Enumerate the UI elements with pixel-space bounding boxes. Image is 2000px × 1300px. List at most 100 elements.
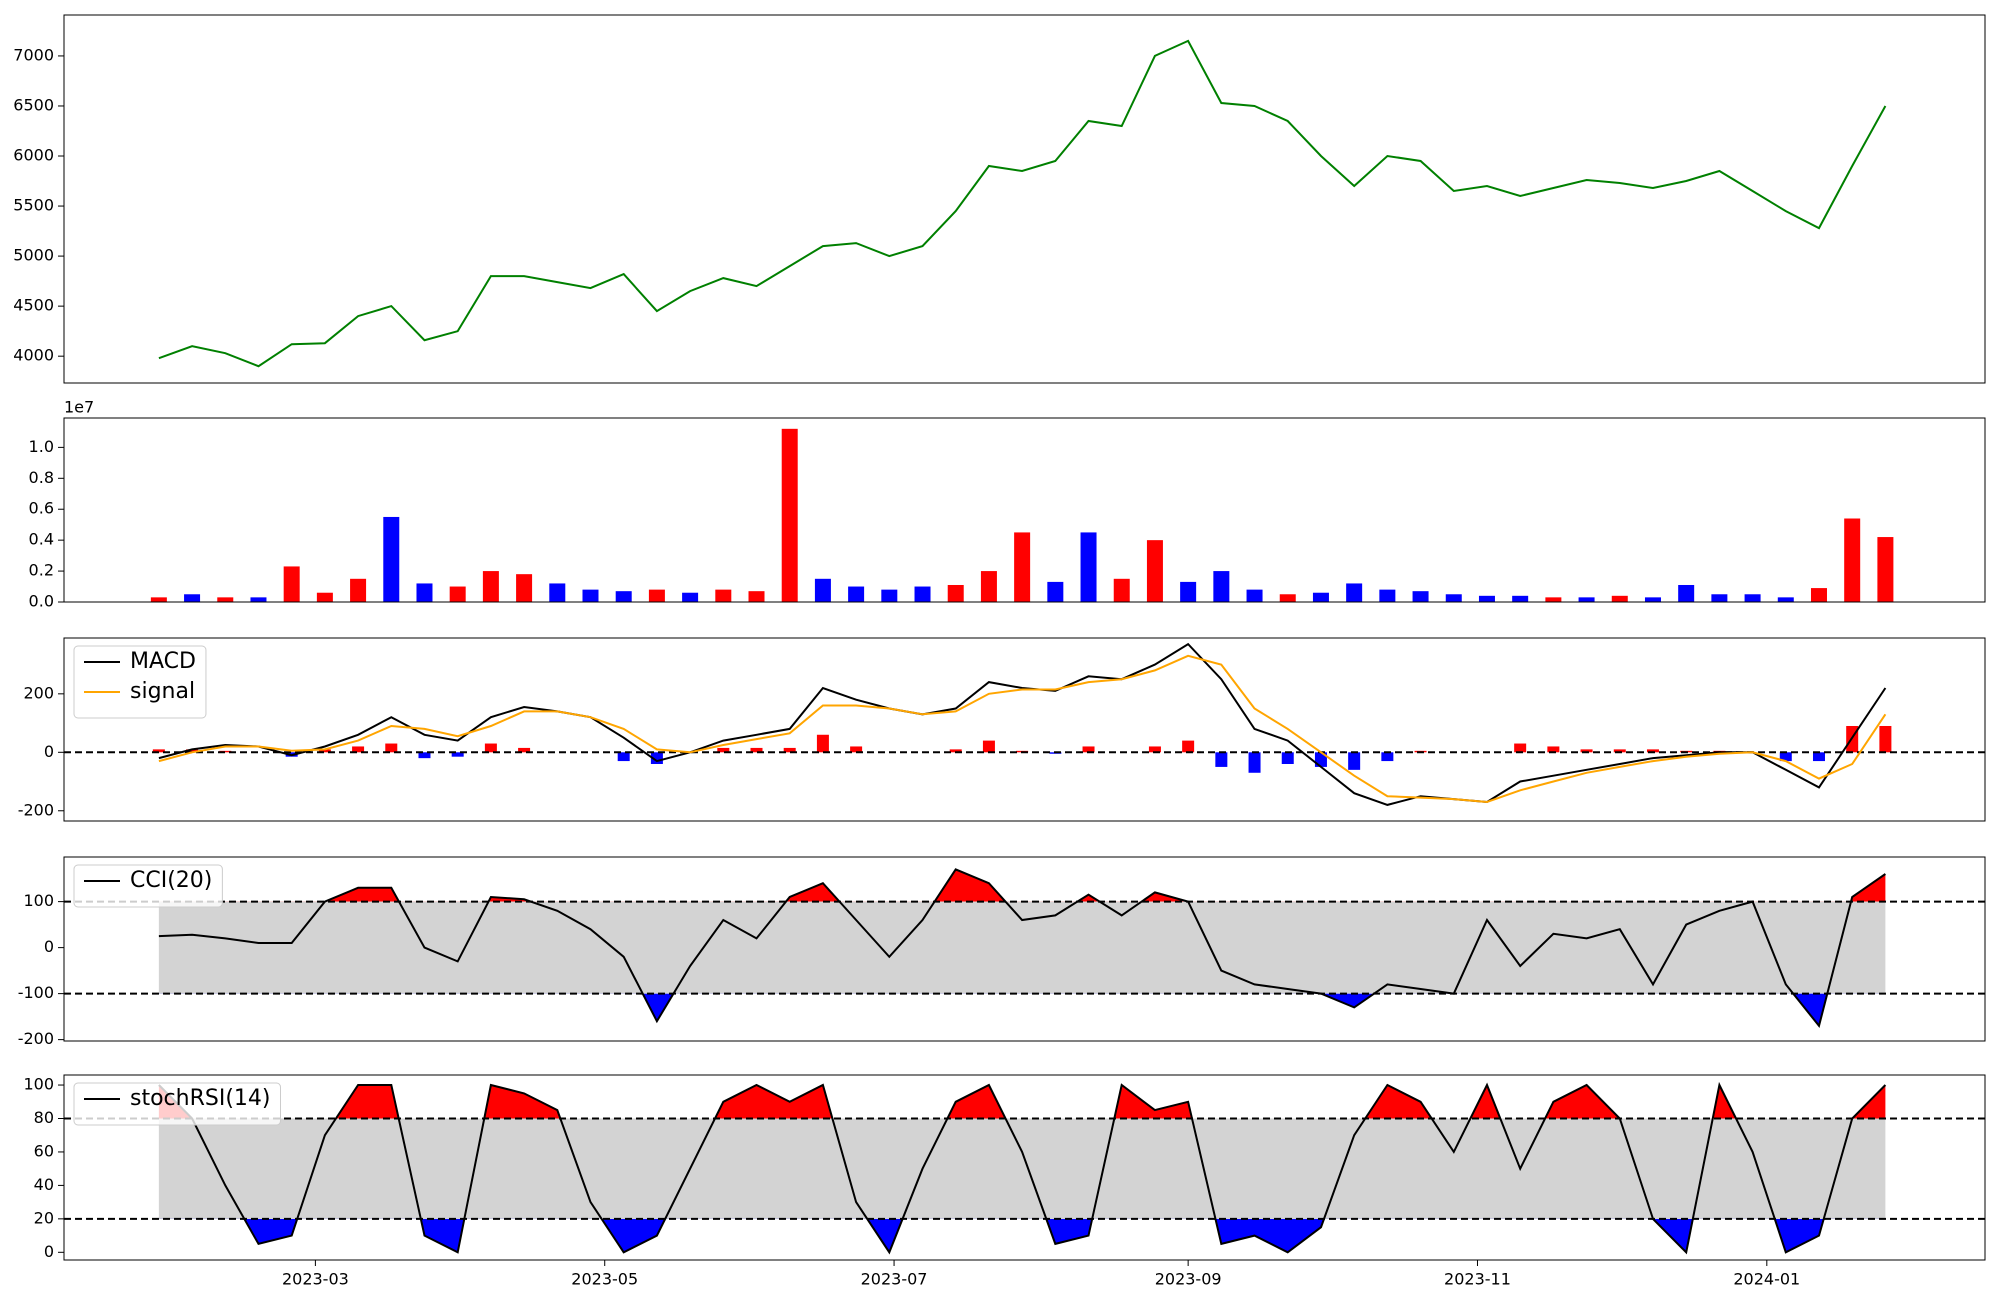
bar <box>1777 597 1794 602</box>
axes-frame <box>63 1074 1986 1261</box>
series-line <box>158 868 1886 1028</box>
bar <box>781 428 798 602</box>
x-tick-label: 2023-07 <box>861 1270 928 1289</box>
y-tick-label: 0 <box>44 1242 54 1261</box>
y-tick-label: 200 <box>23 683 54 702</box>
y-tick-label: 0.6 <box>29 499 54 518</box>
bar <box>715 589 732 602</box>
bar <box>1180 581 1197 602</box>
histogram-bar <box>650 752 663 764</box>
overbought-fill <box>158 1085 1886 1119</box>
legend-label: CCI(20) <box>130 868 212 893</box>
bar <box>1279 594 1296 602</box>
x-tick-label: 2023-03 <box>282 1270 349 1289</box>
y-tick-label: 40 <box>34 1175 54 1194</box>
histogram-bar <box>1248 752 1261 773</box>
bar <box>848 586 865 602</box>
legend-label: MACD <box>130 649 196 674</box>
y-tick-label: 7000 <box>13 45 54 64</box>
histogram-bar <box>617 752 630 762</box>
axis-offset-label: 1e7 <box>64 398 94 417</box>
bar <box>881 589 898 602</box>
legend: CCI(20) <box>73 864 223 908</box>
bar <box>1213 571 1230 602</box>
bar <box>814 578 831 602</box>
bar <box>1014 532 1031 602</box>
histogram-bar <box>949 749 962 753</box>
bar <box>914 586 931 602</box>
bar <box>980 571 997 602</box>
histogram-bar <box>186 749 199 753</box>
series-line <box>158 1081 1887 1255</box>
y-tick-label: 5500 <box>13 196 54 215</box>
bar <box>1445 594 1462 602</box>
legend-frame <box>73 645 207 719</box>
bar <box>682 592 699 602</box>
y-tick-label: 0 <box>44 937 54 956</box>
x-tick-label: 2023-05 <box>571 1270 638 1289</box>
bar <box>1478 595 1495 602</box>
bar <box>482 571 499 602</box>
plot-area <box>158 39 1887 368</box>
x-tick-label: 2023-11 <box>1444 1270 1511 1289</box>
histogram-bar <box>484 743 497 753</box>
y-tick-label: 0.4 <box>29 530 54 549</box>
bar <box>250 597 267 602</box>
bar <box>1877 537 1894 602</box>
histogram-bar <box>783 747 796 753</box>
panel: -200 -100 0 100 CCI(20) <box>18 856 1986 1048</box>
histogram-bar <box>418 752 431 759</box>
histogram-bar <box>1148 746 1161 753</box>
panel: 0.0 0.2 0.4 0.6 0.8 1.0 1e7 <box>29 398 1986 611</box>
bar <box>1246 589 1263 602</box>
series-line <box>158 654 1887 804</box>
y-tick-label: 0.0 <box>29 592 54 611</box>
histogram-bar <box>451 752 464 757</box>
bar <box>1744 594 1761 602</box>
bar <box>1844 518 1861 602</box>
y-tick-label: 0.2 <box>29 561 54 580</box>
legend: stochRSI(14) <box>73 1082 281 1126</box>
bar <box>1146 540 1163 602</box>
bar <box>416 583 433 602</box>
bar <box>1113 578 1130 602</box>
bar <box>1678 584 1695 602</box>
histogram-bar <box>1182 740 1195 753</box>
histogram-bar <box>1514 743 1527 753</box>
legend-frame <box>73 864 223 908</box>
axes-frame <box>63 637 1986 822</box>
plot-area <box>64 1081 1985 1255</box>
histogram-bar <box>1812 752 1825 762</box>
histogram-bar <box>982 740 995 753</box>
histogram-bar <box>518 747 531 753</box>
y-tick-label: 6000 <box>13 146 54 165</box>
histogram-bar <box>318 749 331 753</box>
bar <box>1578 597 1595 602</box>
bar <box>150 597 167 602</box>
legend-label: signal <box>130 679 195 704</box>
panel: 4000 4500 5000 5500 6000 6500 7000 <box>13 14 1986 384</box>
plot-area <box>64 642 1985 806</box>
y-tick-label: 6500 <box>13 95 54 114</box>
histogram-bar <box>1281 752 1294 764</box>
x-tick-label: 2024-01 <box>1733 1270 1800 1289</box>
bar <box>648 589 665 602</box>
bar <box>1611 595 1628 602</box>
bar <box>1412 591 1429 602</box>
bar <box>582 589 599 602</box>
y-tick-label: -100 <box>18 983 54 1002</box>
y-tick-label: 100 <box>23 891 54 910</box>
bar <box>383 516 400 602</box>
series-line <box>158 642 1887 806</box>
bar <box>1644 597 1661 602</box>
bar <box>283 566 300 602</box>
bar <box>184 594 201 602</box>
bar <box>316 592 333 602</box>
histogram-bar <box>1547 746 1560 753</box>
series-line <box>158 39 1887 368</box>
bar <box>1346 583 1363 602</box>
y-tick-label: 20 <box>34 1208 54 1227</box>
histogram-bar <box>385 743 398 753</box>
y-tick-label: 0.8 <box>29 468 54 487</box>
legend-label: stochRSI(14) <box>130 1086 271 1111</box>
